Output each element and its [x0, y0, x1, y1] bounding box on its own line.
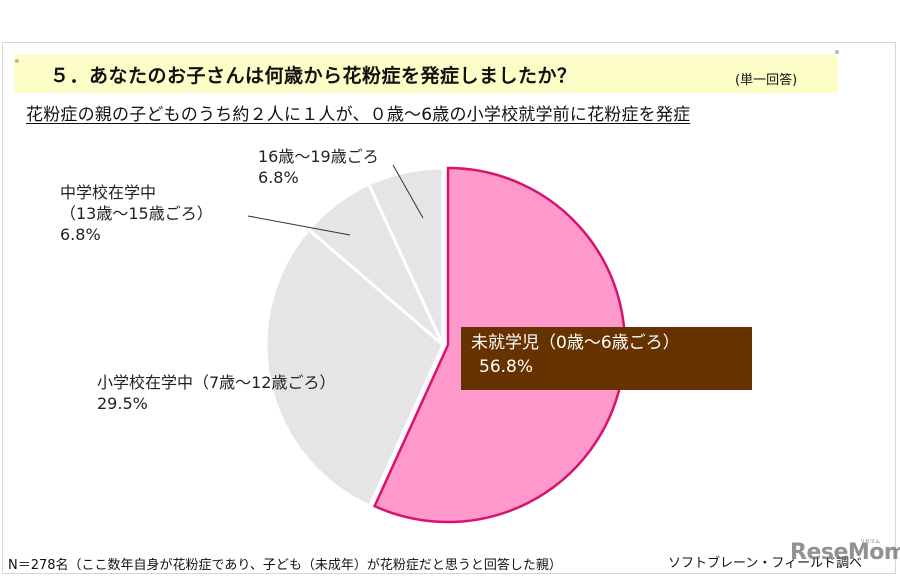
label-junior-high: 中学校在学中 （13歳～15歳ごろ） 6.8% — [60, 182, 213, 245]
label-junior-high-pct: 6.8% — [60, 225, 101, 244]
label-elementary-pct: 29.5% — [97, 394, 148, 413]
corner-dot — [835, 50, 839, 54]
label-junior-high-name-1: 中学校在学中 — [60, 183, 157, 202]
sample-size-note: N＝278名（ここ数年自身が花粉症であり、子ども（未成年）が花粉症だと思うと回答… — [8, 558, 562, 573]
label-late-teens-pct: 6.8% — [258, 168, 299, 187]
label-late-teens: 16歳～19歳ごろ 6.8% — [258, 146, 379, 188]
answer-type-note: (単一回答) — [735, 73, 798, 88]
label-preschool-name: 未就学児（0歳～6歳ごろ） — [471, 333, 680, 353]
pie-slice-late-teens — [366, 166, 445, 346]
headline-subtitle: 花粉症の親の子どものうち約２人に１人が、０歳～6歳の小学校就学前に花粉症を発症 — [26, 105, 691, 125]
label-preschool-pct: 56.8% — [479, 357, 534, 377]
label-elementary-name: 小学校在学中（7歳～12歳ごろ） — [97, 373, 336, 392]
title-banner — [14, 55, 838, 93]
label-late-teens-name: 16歳～19歳ごろ — [258, 147, 379, 166]
leader-line-junior-high — [247, 215, 351, 236]
label-junior-high-name-2: （13歳～15歳ごろ） — [60, 204, 213, 223]
question-title: ５．あなたのお子さんは何歳から花粉症を発症しましたか？ — [50, 65, 577, 87]
resemom-watermark-logo: ReseMom — [790, 540, 900, 565]
label-preschool-box: 未就学児（0歳～6歳ごろ） 56.8% — [461, 327, 752, 390]
leader-line-late-teens — [392, 164, 424, 219]
label-elementary: 小学校在学中（7歳～12歳ごろ） 29.5% — [97, 372, 336, 414]
pie-slice-elementary — [264, 227, 445, 509]
corner-dot — [15, 59, 19, 63]
resemom-watermark-small: リセマム — [860, 539, 881, 545]
source-credit: ソフトブレーン・フィールド調べ — [668, 556, 863, 571]
